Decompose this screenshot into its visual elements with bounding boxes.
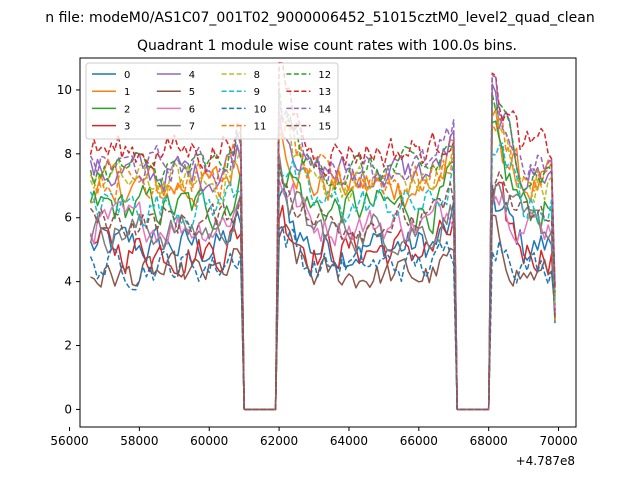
- y-tick-label: 0: [64, 402, 72, 416]
- legend-label-14: 14: [318, 104, 331, 115]
- series-line-15: [89, 162, 556, 411]
- legend-label-13: 13: [318, 87, 331, 98]
- x-tick-label: 56000: [50, 434, 88, 448]
- x-tick-label: 62000: [260, 434, 298, 448]
- x-tick-label: 66000: [400, 434, 438, 448]
- x-tick-label: 60000: [190, 434, 228, 448]
- chart-title: Quadrant 1 module wise count rates with …: [137, 38, 517, 54]
- x-tick-label: 70000: [539, 434, 577, 448]
- y-tick-label: 10: [57, 83, 72, 97]
- legend-label-9: 9: [254, 87, 260, 98]
- y-tick-label: 4: [64, 275, 72, 289]
- figure-suptitle: n file: modeM0/AS1C07_001T02_9000006452_…: [45, 10, 594, 26]
- legend-box: [85, 62, 339, 140]
- x-tick-label: 68000: [470, 434, 508, 448]
- x-tick-label: 64000: [330, 434, 368, 448]
- plot-frame: [79, 57, 577, 428]
- legend-label-10: 10: [254, 104, 267, 115]
- x-axis-offset-label: +4.787e8: [516, 454, 575, 468]
- legend-label-2: 2: [124, 104, 130, 115]
- series-line-14: [89, 74, 556, 411]
- legend-label-11: 11: [254, 122, 267, 133]
- y-tick-label: 8: [64, 147, 72, 161]
- y-tick-label: 6: [64, 211, 72, 225]
- legend-label-8: 8: [254, 70, 260, 81]
- y-tick-label: 2: [64, 339, 72, 353]
- legend-label-12: 12: [318, 70, 331, 81]
- legend-label-3: 3: [124, 122, 130, 133]
- legend-label-1: 1: [124, 87, 130, 98]
- legend-label-5: 5: [189, 87, 195, 98]
- axes-layer: 56000 58000 60000 62000 64000 66000 68000 70000…: [50, 83, 577, 448]
- legend-label-4: 4: [189, 70, 195, 81]
- legend-label-0: 0: [124, 70, 130, 81]
- x-tick-label: 58000: [120, 434, 158, 448]
- legend-label-6: 6: [189, 104, 195, 115]
- legend-label-7: 7: [189, 122, 195, 133]
- legend-label-15: 15: [318, 122, 331, 133]
